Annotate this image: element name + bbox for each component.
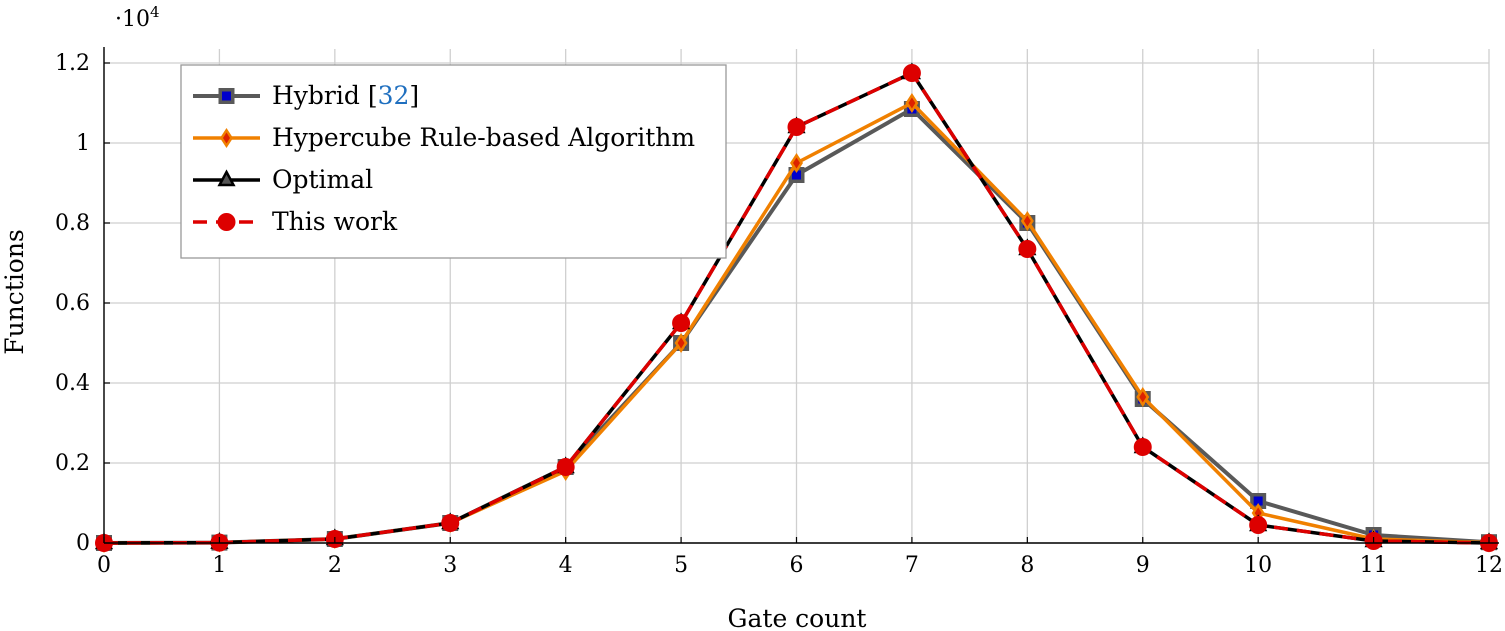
data-point bbox=[1020, 211, 1034, 231]
legend-box bbox=[180, 64, 727, 259]
y-tick-label: 1 bbox=[76, 131, 90, 156]
x-tick-label: 11 bbox=[1360, 553, 1388, 578]
x-tick-label: 4 bbox=[559, 553, 573, 578]
legend-marker bbox=[217, 213, 236, 231]
marker-inner bbox=[1254, 507, 1262, 519]
y-multiplier: ·104 bbox=[115, 3, 160, 32]
data-point bbox=[790, 153, 803, 173]
data-point bbox=[672, 314, 691, 332]
marker-inner bbox=[793, 157, 800, 169]
legend-marker bbox=[220, 128, 233, 148]
marker-inner bbox=[677, 337, 685, 349]
legend-label-text: Optimal bbox=[272, 165, 373, 194]
marker-inner bbox=[222, 91, 231, 101]
y-tick-label: 0.4 bbox=[55, 371, 90, 396]
data-point bbox=[441, 514, 460, 532]
x-tick-label: 9 bbox=[1136, 553, 1150, 578]
marker-inner bbox=[908, 97, 916, 109]
data-point bbox=[556, 458, 575, 476]
legend: Hybrid [32] Hypercube Rule-based Algorith… bbox=[180, 64, 727, 259]
data-point bbox=[902, 64, 921, 82]
x-tick-label: 10 bbox=[1244, 553, 1272, 578]
legend-entry-3: This work bbox=[193, 207, 398, 236]
y-tick-label: 0 bbox=[76, 531, 90, 556]
marker-inner bbox=[223, 132, 230, 144]
data-point bbox=[1249, 516, 1268, 534]
x-tick-label: 8 bbox=[1020, 553, 1034, 578]
x-axis-title: Gate count bbox=[728, 604, 867, 631]
marker-inner bbox=[1139, 391, 1147, 403]
marker-inner bbox=[1023, 215, 1031, 227]
legend-citation-link[interactable]: 32 bbox=[378, 81, 410, 110]
legend-entry-0: Hybrid [32] bbox=[193, 81, 419, 110]
data-point bbox=[905, 93, 919, 113]
data-point bbox=[787, 118, 806, 136]
y-axis-title: Functions bbox=[0, 229, 29, 355]
x-tick-label: 12 bbox=[1475, 553, 1503, 578]
x-tick-label: 2 bbox=[328, 553, 342, 578]
y-tick-label: 0.2 bbox=[55, 451, 90, 476]
data-point bbox=[1250, 493, 1267, 509]
x-tick-label: 3 bbox=[443, 553, 457, 578]
marker-inner bbox=[1253, 496, 1263, 506]
marker-inner bbox=[792, 170, 801, 180]
legend-label-text: Hybrid [ bbox=[272, 81, 378, 110]
y-multiplier-exponent: 4 bbox=[150, 3, 160, 21]
data-point bbox=[1133, 438, 1152, 456]
legend-label: Hybrid [32] bbox=[272, 81, 419, 110]
data-point bbox=[1136, 387, 1150, 407]
x-tick-label: 6 bbox=[790, 553, 804, 578]
x-tick-label: 0 bbox=[97, 553, 111, 578]
legend-label-text: This work bbox=[272, 207, 398, 236]
legend-label: Optimal bbox=[272, 165, 373, 194]
legend-marker bbox=[217, 169, 236, 187]
y-tick-label: 1.2 bbox=[55, 51, 90, 76]
x-tick-label: 1 bbox=[212, 553, 226, 578]
legend-entry-1: Hypercube Rule-based Algorithm bbox=[193, 123, 695, 152]
y-tick-label: 0.8 bbox=[55, 211, 90, 236]
legend-entry-2: Optimal bbox=[193, 165, 373, 194]
data-point bbox=[1018, 240, 1037, 258]
legend-marker bbox=[218, 88, 235, 104]
plot-frame bbox=[103, 47, 1499, 544]
y-multiplier-base: ·10 bbox=[115, 7, 150, 32]
x-tick-label: 5 bbox=[674, 553, 688, 578]
y-tick-label: 0.6 bbox=[55, 291, 90, 316]
legend-label-suffix: ] bbox=[409, 81, 419, 110]
legend-label: Hypercube Rule-based Algorithm bbox=[272, 123, 695, 152]
data-point bbox=[674, 333, 688, 353]
legend-label-text: Hypercube Rule-based Algorithm bbox=[272, 123, 695, 152]
legend-label: This work bbox=[272, 207, 398, 236]
x-tick-label: 7 bbox=[905, 553, 919, 578]
